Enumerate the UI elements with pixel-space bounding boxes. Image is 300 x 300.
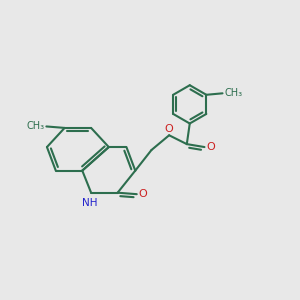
Text: CH₃: CH₃	[26, 122, 44, 131]
Text: CH₃: CH₃	[225, 88, 243, 98]
Text: O: O	[139, 189, 148, 199]
Text: O: O	[207, 142, 215, 152]
Text: O: O	[165, 124, 173, 134]
Text: NH: NH	[82, 198, 98, 208]
